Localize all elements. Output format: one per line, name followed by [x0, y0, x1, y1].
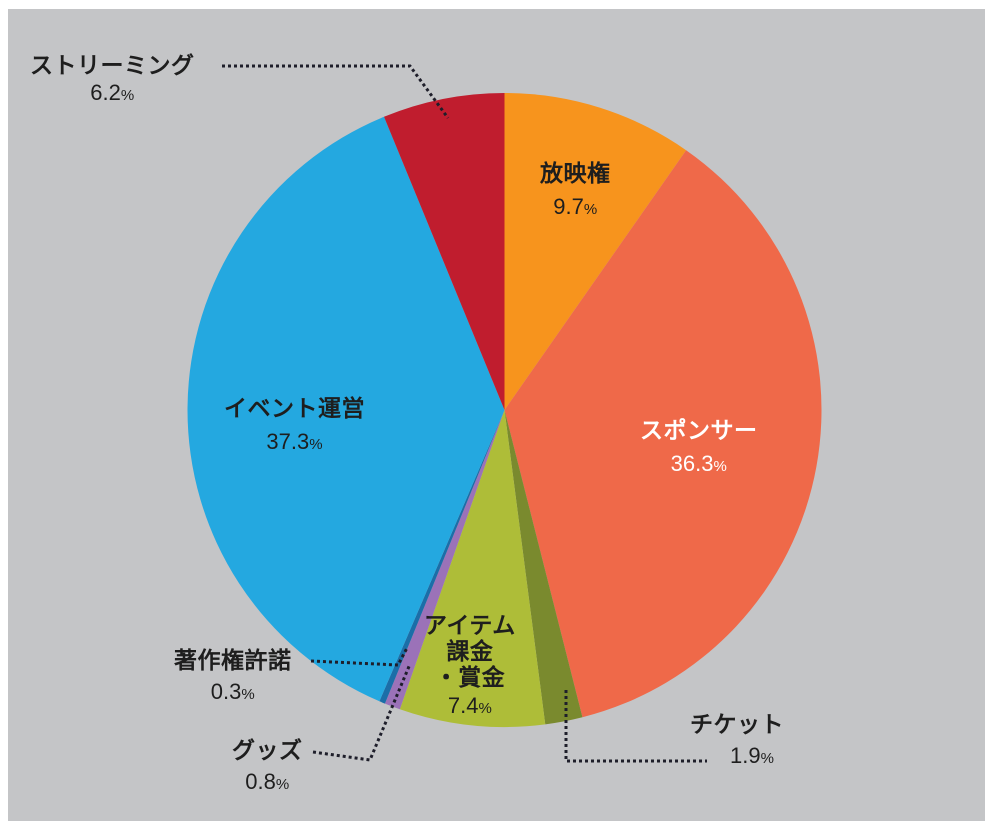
label-name-line1: アイテム [424, 613, 516, 639]
label-value: 7.4% [447, 693, 492, 719]
label-value: 0.3% [210, 679, 255, 704]
label-value: 0.8% [245, 769, 290, 794]
label-value: 1.9% [730, 743, 774, 768]
pie-slices [187, 93, 822, 727]
label-sponsor: スポンサー 36.3% [640, 420, 758, 475]
label-name: イベント運営 [224, 396, 365, 422]
leader-line-streaming [222, 64, 450, 119]
pie-slice [504, 150, 822, 718]
label-ticket: チケット 1.9% [690, 714, 784, 767]
pie-slice [504, 410, 583, 725]
label-name: 著作権許諾 [174, 648, 292, 674]
leader-line-ticket [564, 690, 707, 763]
pie-slice [379, 410, 505, 704]
label-item: アイテム 課金 ・賞金 7.4% [424, 614, 516, 718]
label-value: 36.3% [670, 451, 727, 476]
leader-lines [222, 64, 707, 763]
label-value: 37.3% [266, 429, 323, 454]
pie-slice [187, 116, 505, 702]
label-event: イベント運営 37.3% [224, 398, 365, 453]
leader-line-goods [312, 663, 412, 762]
label-value: 9.7% [553, 194, 598, 219]
label-name-line3: ・賞金 [434, 665, 506, 692]
label-name: チケット [690, 712, 784, 738]
label-copyright: 著作権許諾 0.3% [174, 650, 292, 703]
label-hoeiken: 放映権 9.7% [540, 163, 611, 218]
label-name: グッズ [232, 738, 303, 764]
pie-slice [399, 410, 546, 727]
label-name: 放映権 [540, 161, 611, 187]
label-goods: グッズ 0.8% [232, 740, 303, 793]
label-name-line2: 課金 [446, 639, 494, 666]
label-streaming: ストリーミング 6.2% [30, 55, 195, 104]
pie-slice [504, 93, 687, 410]
label-name: スポンサー [640, 418, 758, 444]
label-name: ストリーミング [30, 53, 195, 79]
pie-slice [384, 93, 505, 410]
pie-slice [384, 410, 505, 710]
label-value: 6.2% [90, 80, 135, 105]
